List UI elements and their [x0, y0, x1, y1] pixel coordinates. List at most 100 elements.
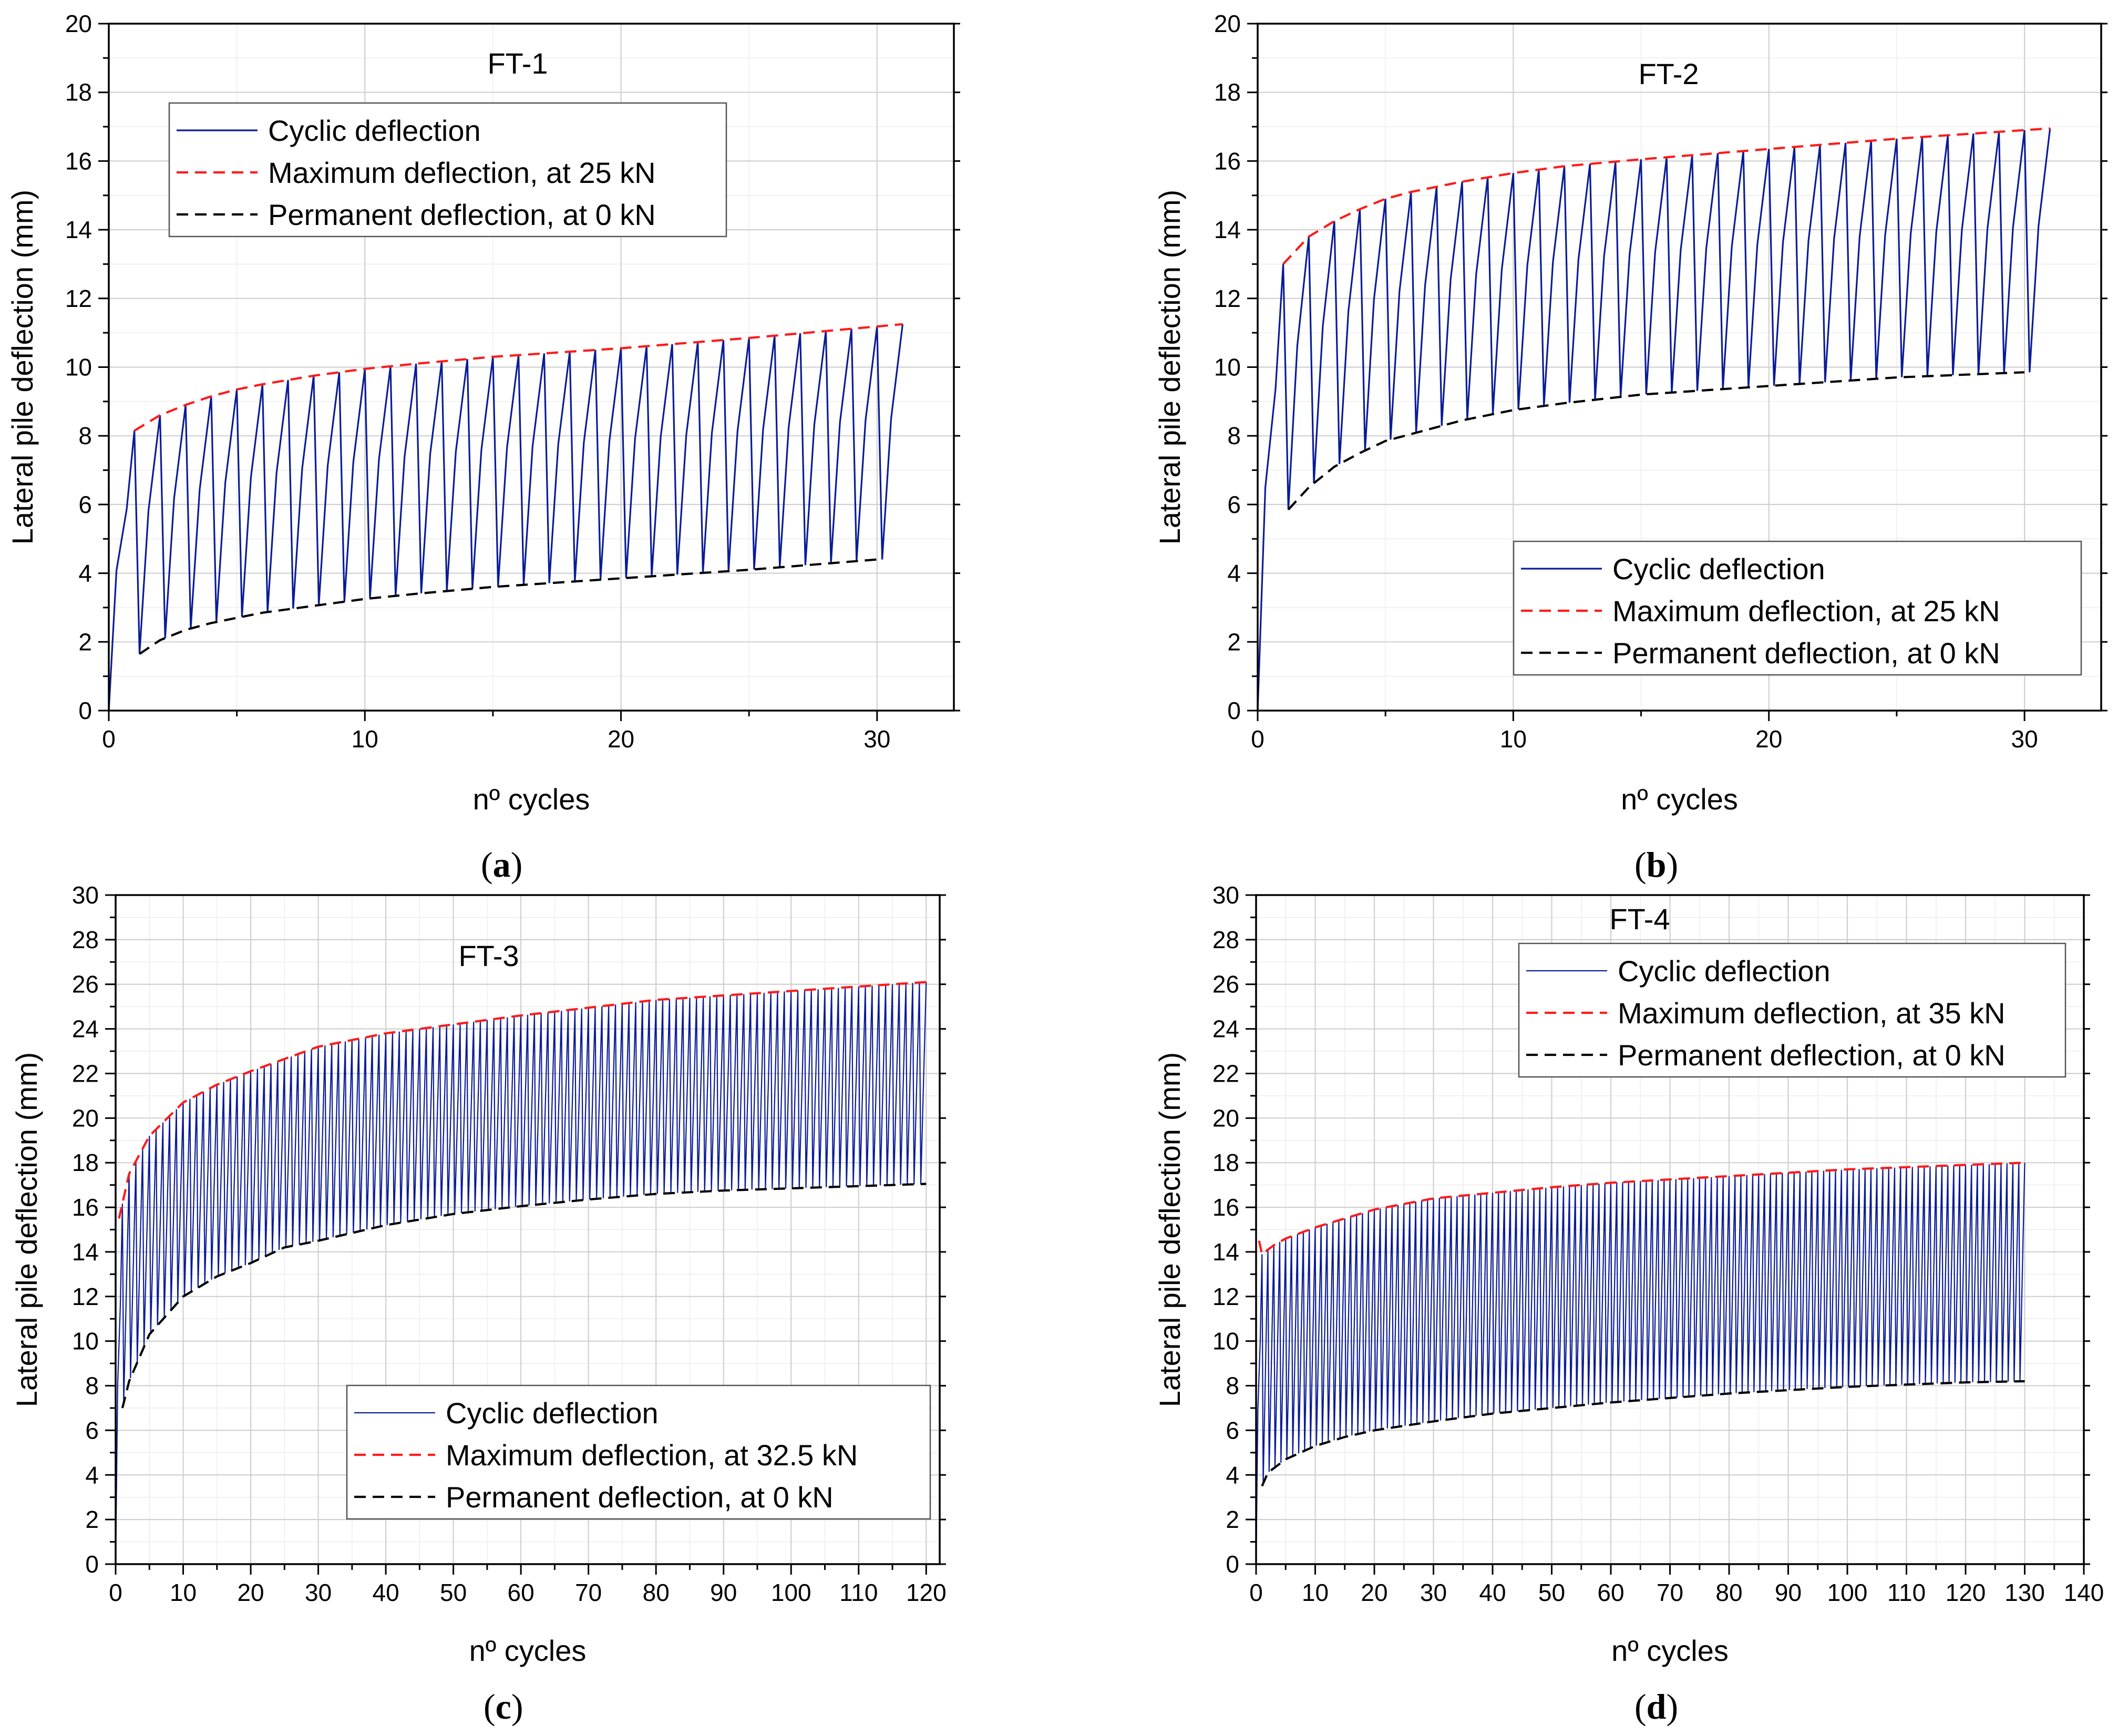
- y-tick-label: 10: [1212, 1328, 1239, 1355]
- x-tick-label: 110: [839, 1579, 878, 1606]
- series-permanent-deflection: [121, 1183, 927, 1409]
- y-tick-label: 4: [85, 1461, 99, 1488]
- y-tick-label: 2: [85, 1506, 99, 1533]
- y-tick-label: 16: [72, 1194, 99, 1221]
- x-tick-label: 20: [1755, 725, 1782, 753]
- legend-entry-label: Maximum deflection, at 35 kN: [1618, 997, 2006, 1030]
- y-tick-label: 8: [1226, 1372, 1239, 1400]
- y-tick-label: 28: [1212, 926, 1239, 953]
- x-tick-label: 60: [508, 1579, 534, 1606]
- y-tick-label: 24: [1212, 1015, 1239, 1043]
- x-axis-label: nº cycles: [469, 1634, 587, 1667]
- y-tick-label: 30: [72, 881, 99, 909]
- x-tick-label: 70: [575, 1579, 602, 1606]
- x-axis-label: nº cycles: [1621, 783, 1738, 816]
- y-axis-label: Lateral pile deflection (mm): [6, 190, 39, 545]
- y-tick-label: 2: [1226, 1506, 1239, 1533]
- y-tick-label: 12: [1214, 285, 1241, 312]
- legend-entry-label: Permanent deflection, at 0 kN: [1618, 1039, 2006, 1072]
- x-tick-label: 110: [1887, 1579, 1926, 1606]
- legend-entry-label: Permanent deflection, at 0 kN: [446, 1481, 834, 1514]
- y-tick-label: 10: [72, 1328, 99, 1355]
- y-tick-label: 30: [1212, 881, 1239, 909]
- x-tick-label: 30: [1420, 1579, 1447, 1606]
- data-layer: [1258, 127, 2051, 711]
- y-tick-label: 26: [72, 971, 99, 998]
- panel-label-open: (: [484, 1687, 496, 1727]
- x-tick-label: 90: [1775, 1579, 1802, 1606]
- y-tick-label: 18: [65, 79, 92, 106]
- y-tick-label: 10: [65, 354, 92, 381]
- series-cyclic-deflection: [1256, 1163, 2026, 1564]
- x-tick-label: 0: [109, 1579, 122, 1606]
- y-tick-label: 18: [1214, 79, 1241, 106]
- chart-title: FT-2: [1638, 57, 1699, 90]
- panel-label-letter: c: [496, 1687, 511, 1727]
- y-tick-label: 28: [72, 926, 99, 953]
- x-tick-label: 90: [710, 1579, 737, 1606]
- chart-title: FT-4: [1609, 902, 1670, 936]
- chart-b: 0 2 4 6 8 10 12 14 16 18 20 0 10 20 30 nº cycles Lateral…: [1153, 10, 2107, 885]
- legend: Cyclic deflection Maximum deflection, at …: [346, 1384, 931, 1520]
- x-tick-label: 10: [352, 725, 378, 753]
- y-tick-label: 6: [1227, 491, 1241, 518]
- series-cyclic-deflection: [116, 982, 927, 1564]
- x-tick-label: 130: [2004, 1579, 2045, 1606]
- x-tick-label: 40: [373, 1579, 399, 1606]
- x-tick-label: 30: [863, 725, 890, 753]
- y-tick-label: 20: [1212, 1104, 1239, 1132]
- y-axis-label: Lateral pile deflection (mm): [10, 1052, 43, 1407]
- x-tick-label: 100: [1827, 1579, 1868, 1606]
- x-tick-label: 100: [771, 1579, 811, 1606]
- panel-label: (a): [481, 845, 522, 885]
- x-tick-label: 50: [1538, 1579, 1565, 1606]
- x-tick-label: 120: [906, 1579, 947, 1606]
- series-cyclic-deflection: [109, 324, 904, 711]
- data-layer: [116, 981, 927, 1564]
- y-tick-label: 16: [1214, 147, 1241, 174]
- y-tick-label: 24: [72, 1015, 99, 1043]
- x-axis-label: nº cycles: [1611, 1634, 1729, 1667]
- y-tick-label: 0: [85, 1550, 99, 1578]
- y-tick-label: 10: [1214, 354, 1241, 381]
- legend: Cyclic deflection Maximum deflection, at …: [1518, 942, 2066, 1078]
- y-tick-label: 0: [1226, 1550, 1239, 1578]
- legend-entry-label: Cyclic deflection: [446, 1396, 659, 1430]
- x-tick-label: 60: [1597, 1579, 1624, 1606]
- legend-entry-label: Maximum deflection, at 25 kN: [268, 156, 656, 189]
- x-tick-label: 10: [1302, 1579, 1329, 1606]
- chart-a: 0 2 4 6 8 10 12 14 16 18 20 0 10 20 30 nº cycles Lateral…: [6, 10, 960, 885]
- legend-entry-label: Permanent deflection, at 0 kN: [268, 198, 656, 231]
- y-tick-label: 6: [1226, 1416, 1239, 1444]
- x-tick-label: 20: [237, 1579, 264, 1606]
- y-tick-label: 12: [72, 1283, 99, 1310]
- legend-entry-label: Cyclic deflection: [1618, 954, 1831, 988]
- x-tick-label: 10: [1500, 725, 1527, 753]
- x-tick-label: 140: [2064, 1579, 2104, 1606]
- x-tick-label: 40: [1479, 1579, 1506, 1606]
- x-tick-label: 0: [1249, 1579, 1263, 1606]
- panel-label-letter: d: [1647, 1687, 1667, 1727]
- legend-box: [168, 102, 727, 238]
- panel-label-close: ): [511, 845, 523, 885]
- series-maximum-deflection: [133, 323, 903, 432]
- x-axis-label: nº cycles: [473, 783, 590, 816]
- y-tick-label: 0: [78, 697, 92, 724]
- x-tick-label: 0: [1251, 725, 1264, 753]
- y-tick-label: 12: [65, 285, 92, 312]
- y-tick-label: 14: [72, 1238, 99, 1266]
- x-tick-label: 70: [1657, 1579, 1683, 1606]
- y-tick-label: 8: [78, 422, 92, 449]
- panel-label-close: ): [1666, 845, 1678, 885]
- y-tick-label: 4: [1226, 1461, 1239, 1488]
- y-tick-label: 16: [65, 147, 92, 174]
- y-tick-label: 0: [1227, 697, 1241, 724]
- y-tick-label: 20: [65, 10, 92, 37]
- panel-label-close: ): [1666, 1687, 1678, 1727]
- y-axis-label: Lateral pile deflection (mm): [1153, 190, 1186, 545]
- data-layer: [1256, 1162, 2026, 1564]
- series-maximum-deflection: [1258, 1162, 2025, 1256]
